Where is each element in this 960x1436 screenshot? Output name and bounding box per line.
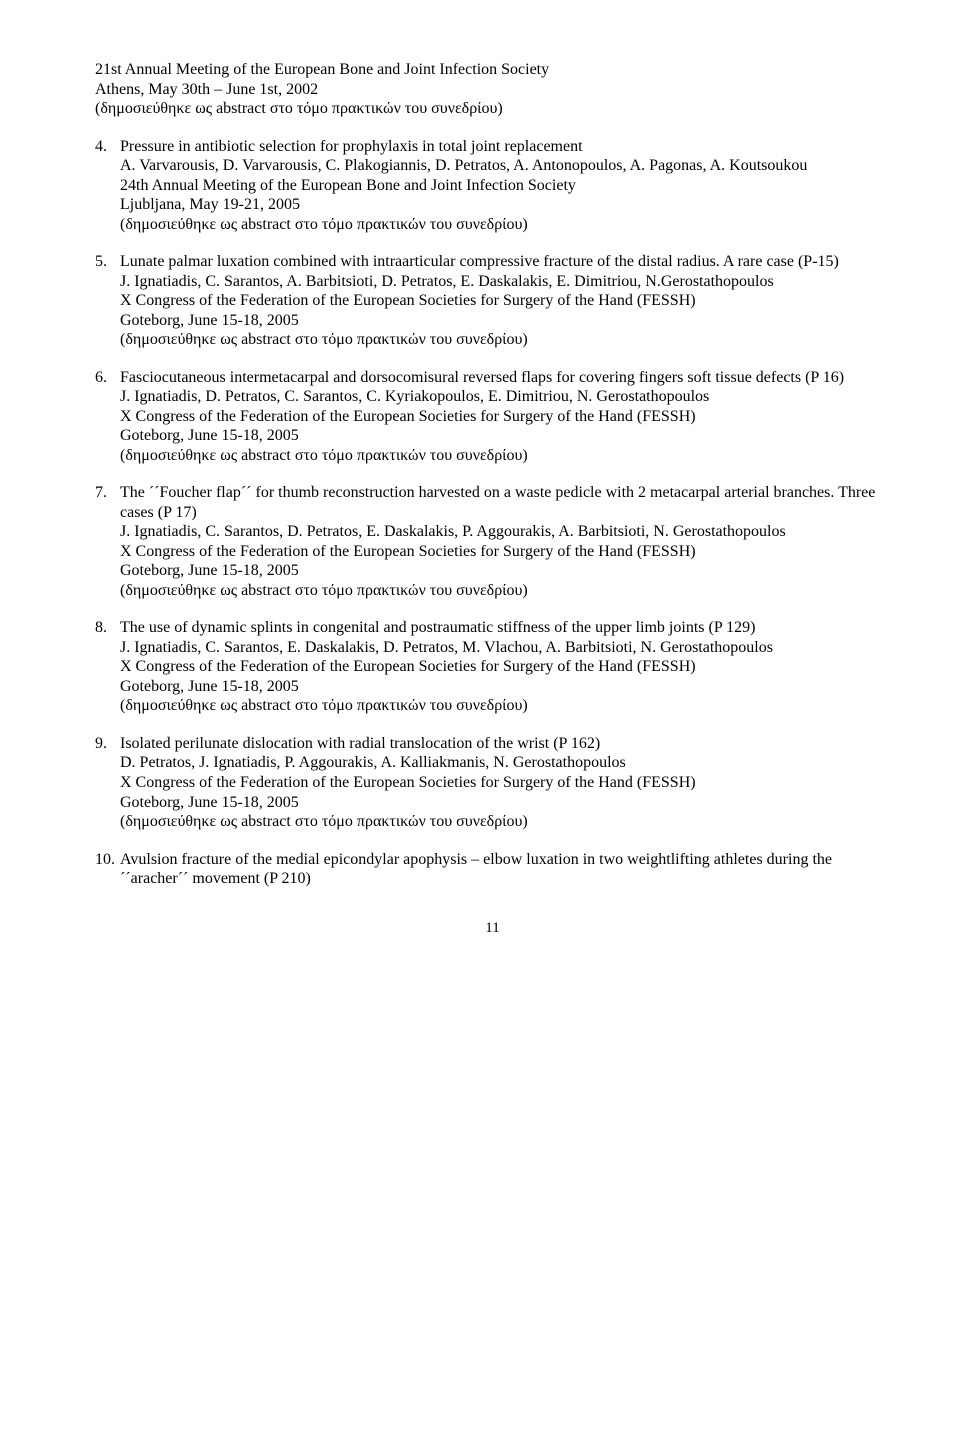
text-line: Goteborg, June 15-18, 2005 (120, 677, 890, 697)
item-number: 4. (95, 137, 120, 235)
list-item: 4.Pressure in antibiotic selection for p… (95, 137, 890, 235)
list-item: 5.Lunate palmar luxation combined with i… (95, 252, 890, 350)
item-body: Lunate palmar luxation combined with int… (120, 252, 890, 350)
page-number: 11 (95, 919, 890, 937)
text-line: J. Ignatiadis, D. Petratos, C. Sarantos,… (120, 387, 890, 407)
text-line: (δημοσιεύθηκε ως abstract στο τόμο πρακτ… (120, 330, 890, 350)
text-line: X Congress of the Federation of the Euro… (120, 657, 890, 677)
item-number: 6. (95, 368, 120, 466)
list-item: 8.The use of dynamic splints in congenit… (95, 618, 890, 716)
item-body: The ´´Foucher flap´´ for thumb reconstru… (120, 483, 890, 600)
text-line: J. Ignatiadis, C. Sarantos, E. Daskalaki… (120, 638, 890, 658)
item-body: Isolated perilunate dislocation with rad… (120, 734, 890, 832)
text-line: (δημοσιεύθηκε ως abstract στο τόμο πρακτ… (95, 99, 890, 119)
list-item: 7.The ´´Foucher flap´´ for thumb reconst… (95, 483, 890, 600)
continuation-block: 21st Annual Meeting of the European Bone… (95, 60, 890, 119)
item-body: The use of dynamic splints in congenital… (120, 618, 890, 716)
text-line: The use of dynamic splints in congenital… (120, 618, 890, 638)
text-line: Athens, May 30th – June 1st, 2002 (95, 80, 890, 100)
text-line: (δημοσιεύθηκε ως abstract στο τόμο πρακτ… (120, 812, 890, 832)
text-line: Goteborg, June 15-18, 2005 (120, 561, 890, 581)
text-line: X Congress of the Federation of the Euro… (120, 542, 890, 562)
text-line: (δημοσιεύθηκε ως abstract στο τόμο πρακτ… (120, 215, 890, 235)
text-line: (δημοσιεύθηκε ως abstract στο τόμο πρακτ… (120, 581, 890, 601)
text-line: Fasciocutaneous intermetacarpal and dors… (120, 368, 890, 388)
list-item: 6.Fasciocutaneous intermetacarpal and do… (95, 368, 890, 466)
text-line: Goteborg, June 15-18, 2005 (120, 426, 890, 446)
text-line: (δημοσιεύθηκε ως abstract στο τόμο πρακτ… (120, 446, 890, 466)
text-line: Pressure in antibiotic selection for pro… (120, 137, 890, 157)
text-line: Avulsion fracture of the medial epicondy… (120, 850, 890, 889)
text-line: J. Ignatiadis, C. Sarantos, A. Barbitsio… (120, 272, 890, 292)
text-line: A. Varvarousis, D. Varvarousis, C. Plako… (120, 156, 890, 176)
item-number: 5. (95, 252, 120, 350)
text-line: 24th Annual Meeting of the European Bone… (120, 176, 890, 196)
item-number: 7. (95, 483, 120, 600)
item-number: 9. (95, 734, 120, 832)
text-line: Goteborg, June 15-18, 2005 (120, 793, 890, 813)
text-line: X Congress of the Federation of the Euro… (120, 407, 890, 427)
text-line: (δημοσιεύθηκε ως abstract στο τόμο πρακτ… (120, 696, 890, 716)
item-body: Avulsion fracture of the medial epicondy… (120, 850, 890, 889)
item-number: 8. (95, 618, 120, 716)
item-body: Fasciocutaneous intermetacarpal and dors… (120, 368, 890, 466)
list-item: 9.Isolated perilunate dislocation with r… (95, 734, 890, 832)
text-line: The ´´Foucher flap´´ for thumb reconstru… (120, 483, 890, 522)
text-line: 21st Annual Meeting of the European Bone… (95, 60, 890, 80)
text-line: Isolated perilunate dislocation with rad… (120, 734, 890, 754)
list-item: 10.Avulsion fracture of the medial epico… (95, 850, 890, 889)
text-line: J. Ignatiadis, C. Sarantos, D. Petratos,… (120, 522, 890, 542)
text-line: Goteborg, June 15-18, 2005 (120, 311, 890, 331)
text-line: Ljubljana, May 19-21, 2005 (120, 195, 890, 215)
text-line: X Congress of the Federation of the Euro… (120, 773, 890, 793)
text-line: D. Petratos, J. Ignatiadis, P. Aggouraki… (120, 753, 890, 773)
text-line: X Congress of the Federation of the Euro… (120, 291, 890, 311)
text-line: Lunate palmar luxation combined with int… (120, 252, 890, 272)
item-body: Pressure in antibiotic selection for pro… (120, 137, 890, 235)
item-number: 10. (95, 850, 120, 889)
